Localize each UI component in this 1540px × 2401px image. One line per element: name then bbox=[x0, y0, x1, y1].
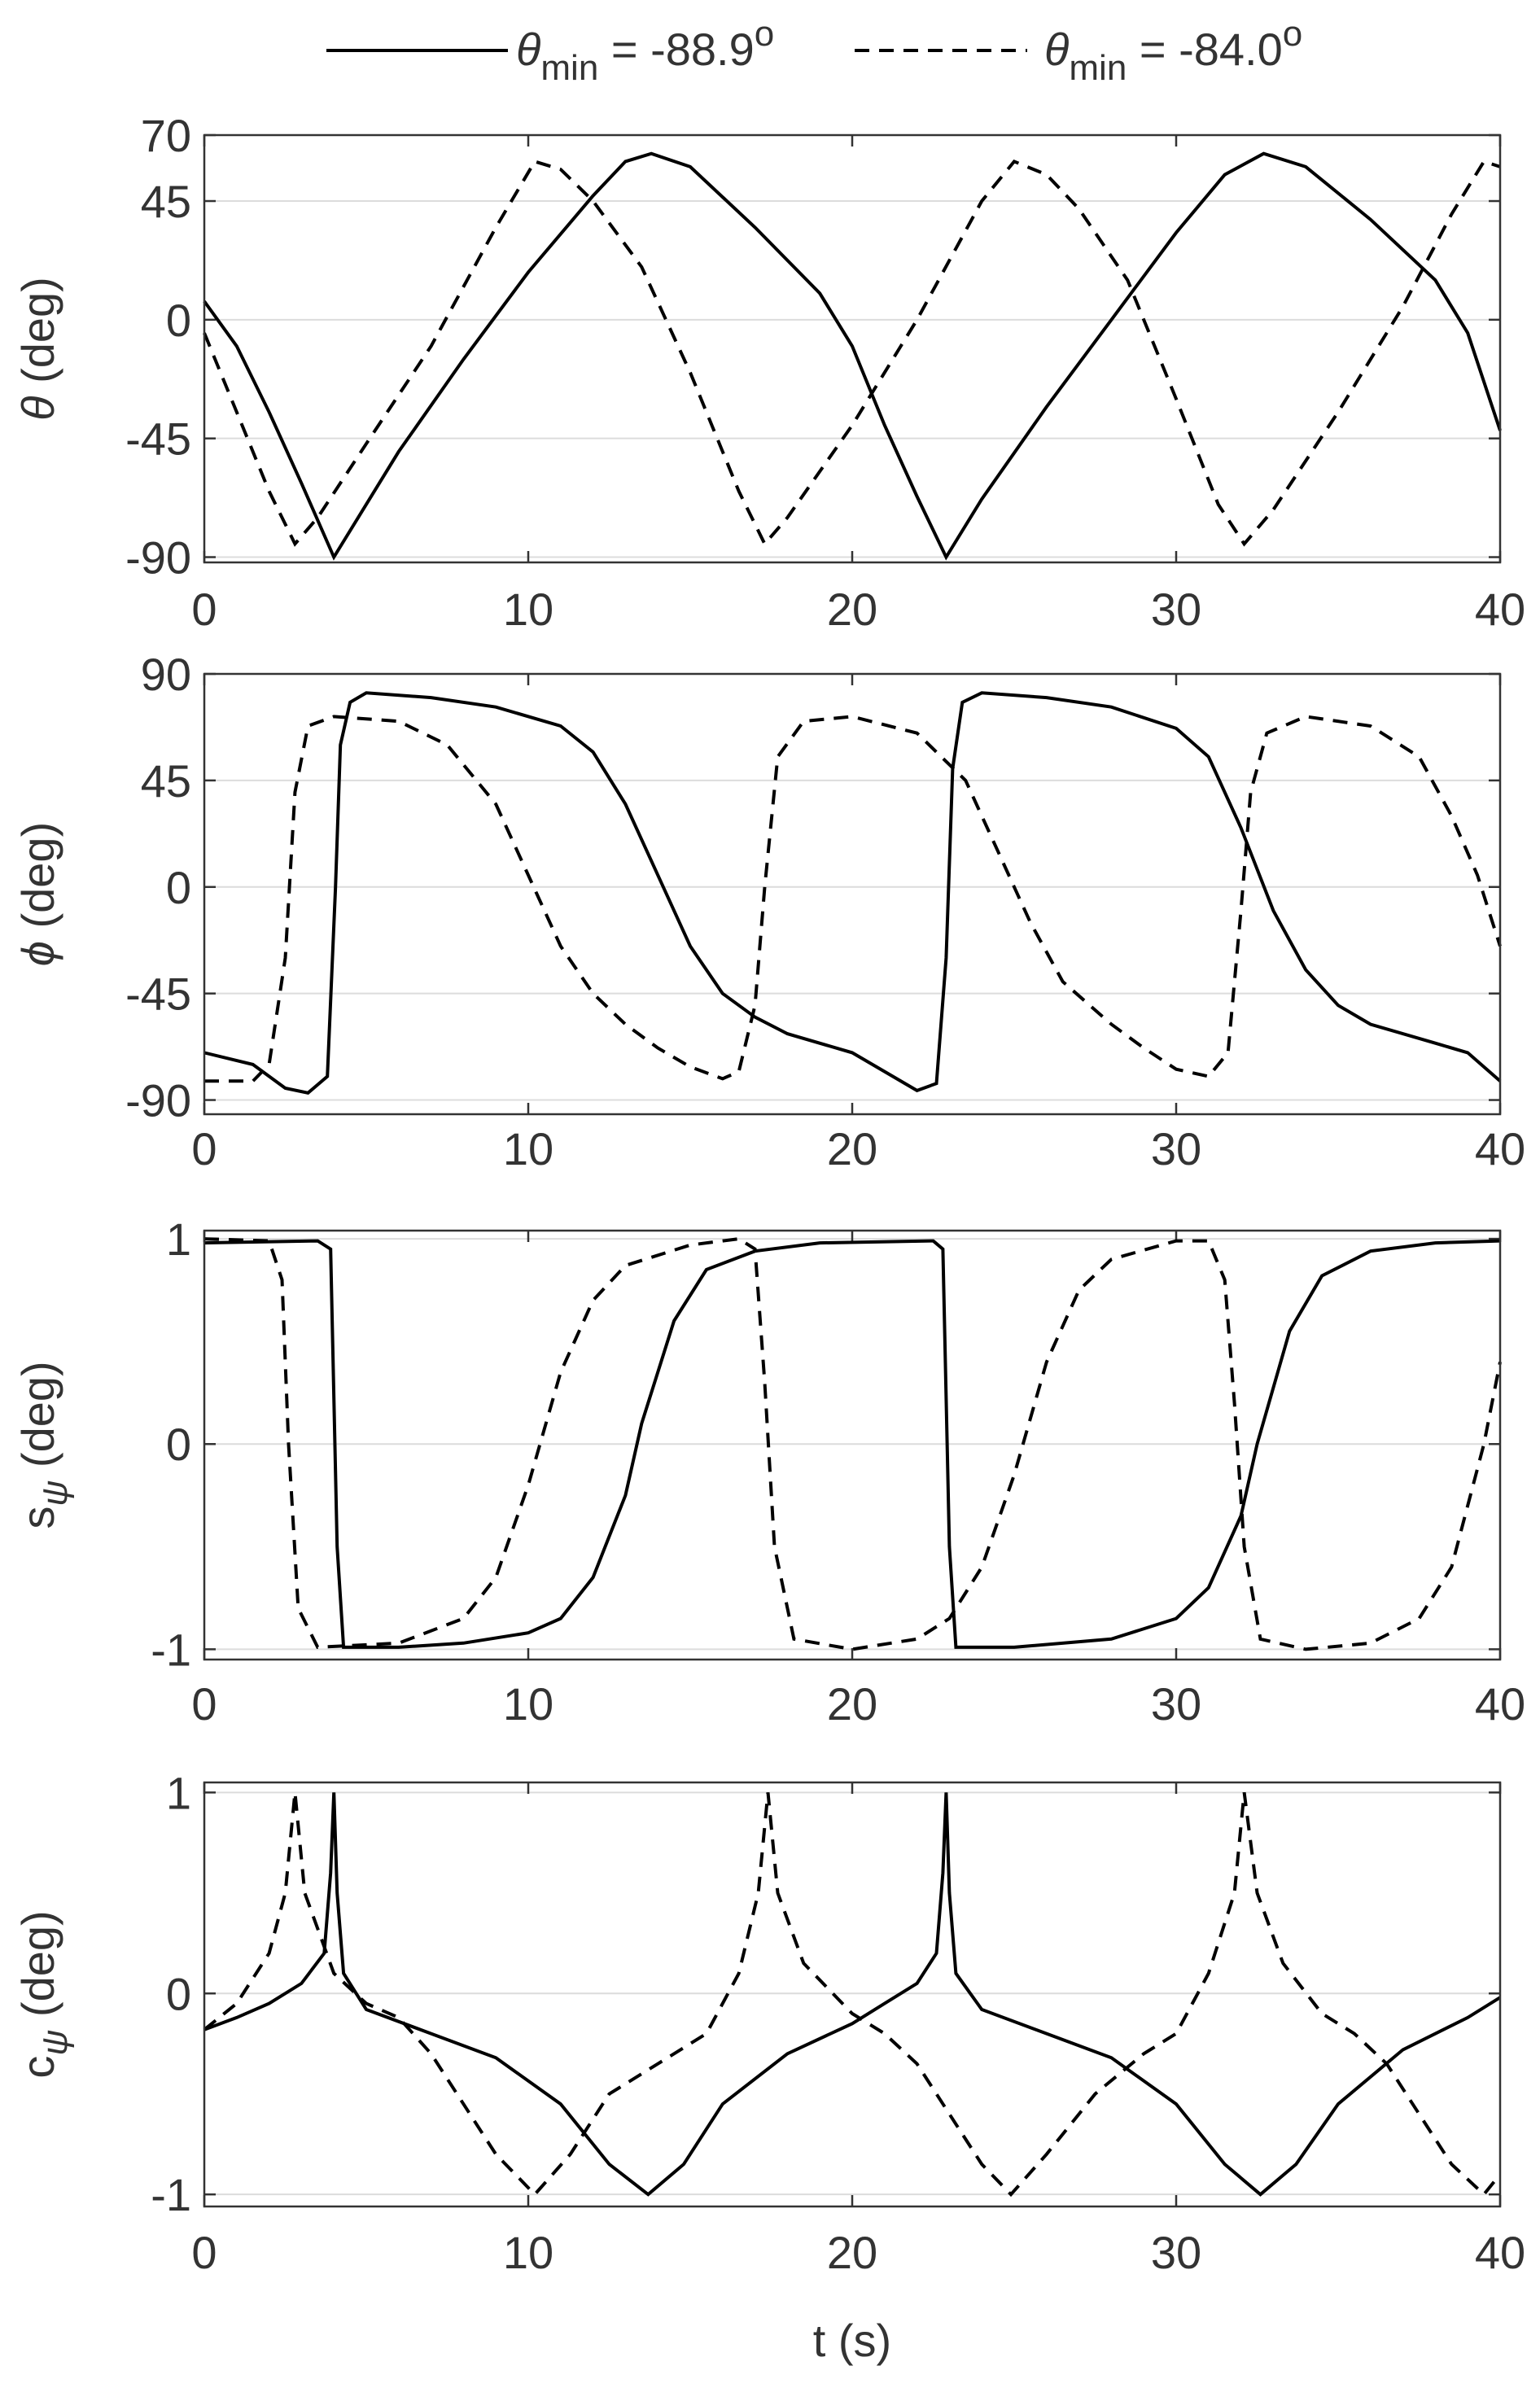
y-tick-label: 45 bbox=[141, 176, 191, 227]
legend-symbol: θ bbox=[1044, 24, 1069, 75]
legend-text: = -88.9 bbox=[598, 24, 754, 75]
y-label-symbol: c bbox=[12, 2056, 63, 2079]
x-tick-label: 20 bbox=[827, 1678, 877, 1730]
series-line bbox=[203, 151, 1502, 561]
x-tick-label: 10 bbox=[503, 1678, 553, 1730]
series-line bbox=[203, 1792, 1502, 2198]
y-tick-label: -1 bbox=[151, 2169, 191, 2220]
y-tick-label: -90 bbox=[125, 532, 191, 584]
y-tick-label: 45 bbox=[141, 755, 191, 807]
x-tick-label: 30 bbox=[1151, 1123, 1201, 1174]
y-tick-label: 1 bbox=[166, 1214, 191, 1265]
y-tick-label: 0 bbox=[166, 1419, 191, 1470]
plot-frame bbox=[203, 672, 1502, 1116]
x-tick-label: 40 bbox=[1475, 584, 1525, 635]
y-tick-label: 90 bbox=[141, 649, 191, 700]
x-tick-label: 10 bbox=[503, 584, 553, 635]
legend-label: θmin = -88.9o bbox=[516, 14, 774, 88]
y-tick-label: -45 bbox=[125, 969, 191, 1020]
series-line bbox=[203, 1792, 1502, 2197]
plot-frame bbox=[203, 1781, 1502, 2208]
x-tick-label: 20 bbox=[827, 1123, 877, 1174]
legend-subscript: min bbox=[1069, 48, 1127, 88]
y-tick-label: -45 bbox=[125, 413, 191, 465]
legend-symbol: θ bbox=[516, 24, 540, 75]
legend-label: θmin = -84.0o bbox=[1044, 14, 1302, 88]
y-label-symbol: θ bbox=[12, 396, 63, 420]
x-tick-label: 10 bbox=[503, 1123, 553, 1174]
y-label-suffix: (deg) bbox=[12, 822, 63, 941]
x-tick-label: 30 bbox=[1151, 2227, 1201, 2278]
legend-subscript: min bbox=[540, 48, 598, 88]
series-line bbox=[203, 691, 1502, 1095]
y-label-symbol: s bbox=[12, 1507, 63, 1529]
x-tick-label: 0 bbox=[191, 1678, 217, 1730]
series-line bbox=[203, 159, 1501, 547]
x-tick-label: 30 bbox=[1151, 584, 1201, 635]
legend-text: = -84.0 bbox=[1127, 24, 1282, 75]
x-tick-label: 30 bbox=[1151, 1678, 1201, 1730]
series-line bbox=[203, 1239, 1501, 1649]
y-tick-label: 0 bbox=[166, 862, 191, 913]
y-label-suffix: (deg) bbox=[12, 1361, 63, 1480]
y-label-suffix: (deg) bbox=[12, 1910, 63, 2029]
x-axis-label: t (s) bbox=[813, 2315, 891, 2366]
y-label-subscript: ψ bbox=[35, 1480, 75, 1507]
plot-frame bbox=[203, 1229, 1502, 1661]
y-label-subscript: ψ bbox=[35, 2030, 75, 2056]
x-tick-label: 40 bbox=[1475, 2227, 1525, 2278]
x-tick-label: 10 bbox=[503, 2227, 553, 2278]
legend-superscript: o bbox=[755, 14, 774, 54]
y-tick-label: 0 bbox=[166, 295, 191, 346]
x-tick-label: 20 bbox=[827, 2227, 877, 2278]
y-tick-label: 1 bbox=[166, 1767, 191, 1818]
y-tick-label: -1 bbox=[151, 1624, 191, 1675]
x-tick-label: 20 bbox=[827, 584, 877, 635]
y-axis-label: ϕ (deg) bbox=[12, 822, 63, 966]
y-axis-label: θ (deg) bbox=[12, 277, 63, 421]
x-tick-label: 40 bbox=[1475, 1123, 1525, 1174]
y-axis-label: cψ (deg) bbox=[12, 1910, 75, 2078]
y-tick-label: 0 bbox=[166, 1968, 191, 2019]
legend-superscript: o bbox=[1283, 14, 1302, 54]
plot-frame bbox=[203, 133, 1502, 564]
y-label-symbol: ϕ bbox=[12, 941, 63, 966]
x-tick-label: 0 bbox=[191, 584, 217, 635]
x-tick-label: 40 bbox=[1475, 1678, 1525, 1730]
x-tick-label: 0 bbox=[191, 1123, 217, 1174]
y-tick-label: 70 bbox=[141, 110, 191, 161]
y-label-suffix: (deg) bbox=[12, 277, 63, 396]
x-tick-label: 0 bbox=[191, 2227, 217, 2278]
y-tick-label: -90 bbox=[125, 1075, 191, 1126]
y-axis-label: sψ (deg) bbox=[12, 1361, 75, 1529]
series-line bbox=[204, 715, 1502, 1083]
